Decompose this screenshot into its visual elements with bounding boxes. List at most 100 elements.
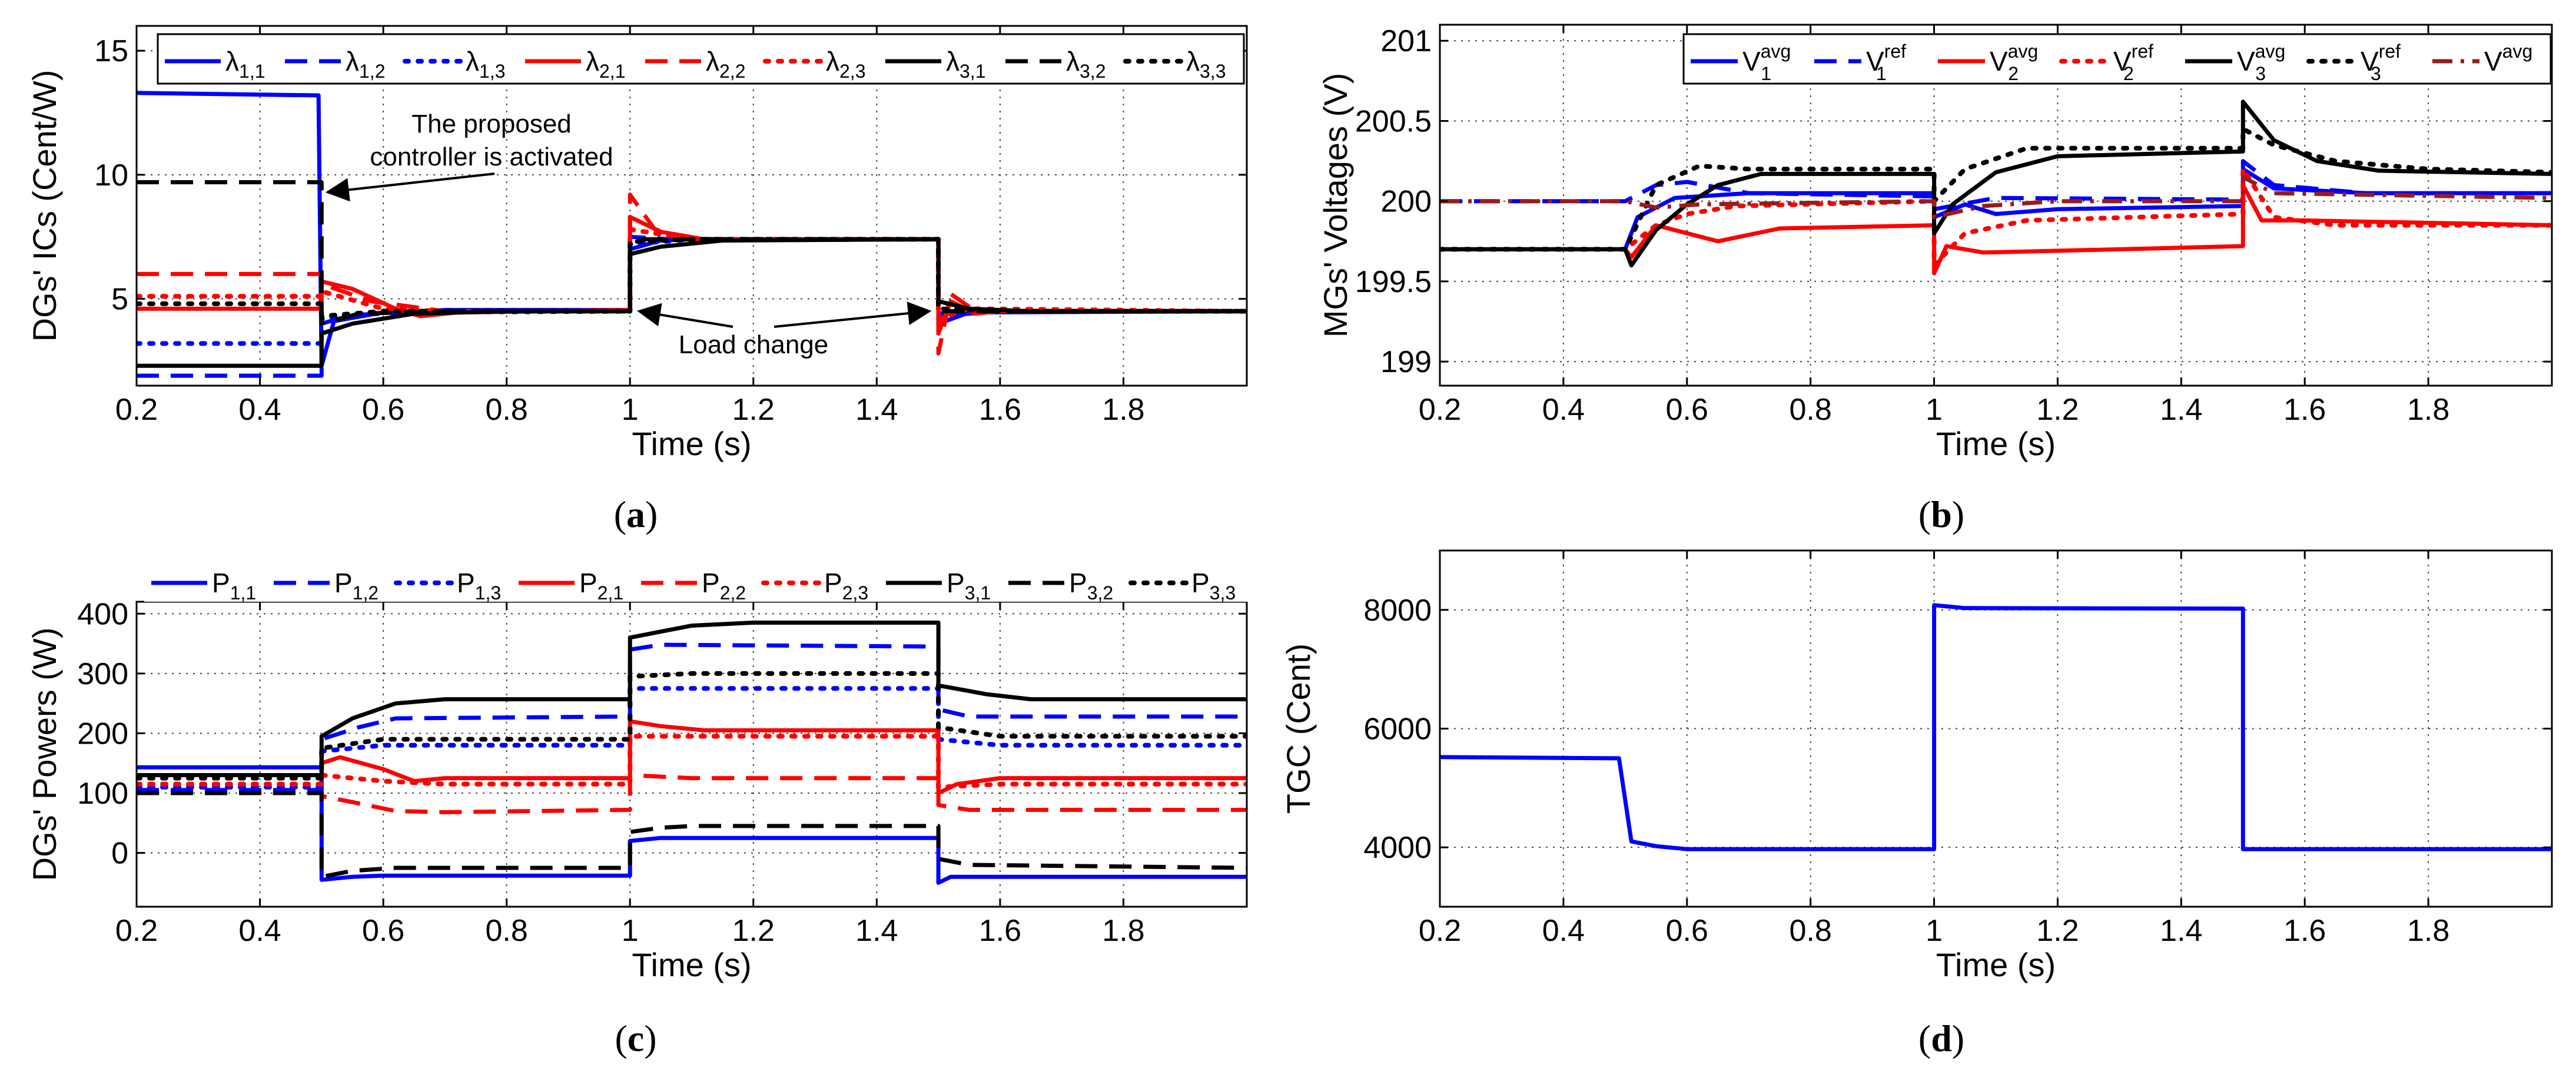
x-tick-label: 1.2 (2036, 393, 2079, 427)
legend-entry: Vavg 2 (1990, 41, 2038, 84)
y-tick-label: 400 (77, 597, 128, 631)
legend-entry: Vref 1 (1866, 41, 1906, 84)
x-tick-label: 1.2 (732, 393, 775, 427)
legend-entry: Vavg 3 (2237, 41, 2285, 84)
y-tick-label: 201 (1380, 24, 1432, 58)
x-tick-label: 1.6 (979, 914, 1021, 948)
y-axis-label: TGC (Cent) (1280, 644, 1317, 814)
x-tick-label: 1 (1926, 393, 1943, 427)
panel-label: (c) (615, 1017, 656, 1059)
x-tick-label: 1.4 (855, 393, 898, 427)
x-tick-label: 1.4 (855, 914, 898, 948)
series-line-v2avg (1440, 183, 2552, 276)
legend-entry: P1,1 (212, 568, 256, 603)
legend-entry: Vavg 1 (1742, 41, 1791, 84)
panel-label: (d) (1918, 1017, 1964, 1059)
x-tick-label: 1.4 (2160, 393, 2202, 427)
axes-frame (1439, 24, 2553, 387)
x-tick-label: 1.4 (2160, 914, 2202, 948)
x-tick-label: 1 (1926, 914, 1943, 948)
legend-entry: P3,2 (1069, 568, 1113, 603)
x-tick-label: 0.8 (486, 393, 528, 427)
x-tick-label: 0.2 (115, 914, 158, 948)
y-tick-label: 200 (1380, 185, 1432, 219)
x-tick-label: 0.4 (1542, 393, 1585, 427)
x-tick-label: 0.8 (1790, 914, 1832, 948)
series-line-p31 (137, 621, 1247, 777)
y-tick-label: 100 (77, 777, 128, 811)
x-tick-label: 1.8 (1102, 914, 1144, 948)
annotation-controller-activated: The proposed controller is activated (370, 110, 613, 171)
series-line-v2ref (1440, 167, 2552, 268)
y-tick-label: 4000 (1363, 831, 1432, 865)
series-line-v3ref (1440, 127, 2552, 252)
x-tick-label: 1 (622, 914, 639, 948)
legend-entry: Vref 3 (2361, 41, 2401, 84)
arrow-controller (325, 173, 495, 202)
y-axis-label: DGs' ICs (Cent/W) (26, 70, 63, 342)
x-tick-label: 0.4 (238, 393, 281, 427)
legend-box (157, 33, 1245, 85)
panel-c: 0.2 0.4 0.6 0.8 1 1.2 1.4 1.6 1.8 0 100 200 300 400 Ti… (26, 559, 1251, 1059)
arrow-load-change-1 (636, 303, 733, 328)
panel-label: (b) (1918, 493, 1964, 535)
x-tick-label: 1.6 (979, 393, 1021, 427)
legend-entry: λ1,2 (346, 46, 385, 82)
legend-entry: P1,3 (457, 568, 501, 603)
y-tick-label: 10 (94, 158, 128, 193)
legend: P1,1 P1,2 P1,3 P2,1 P2,2 P2,3 P3,1 P3,2 P3,3 (144, 559, 1251, 603)
series-group (1440, 100, 2552, 276)
legend-entry: λ1,1 (225, 46, 265, 82)
x-tick-label: 1.2 (2036, 914, 2079, 948)
x-axis-label: Time (s) (1936, 425, 2056, 462)
series-line-vavg (1440, 175, 2552, 220)
series-line-v1avg (1440, 167, 2552, 251)
x-tick-label: 0.2 (115, 393, 158, 427)
y-tick-label: 199.5 (1355, 265, 1432, 299)
arrow-load-change-2 (774, 301, 932, 328)
x-tick-label: 0.2 (1419, 914, 1461, 948)
plot-area (137, 602, 1247, 907)
series-group (137, 621, 1247, 885)
x-tick-label: 1.6 (2283, 393, 2326, 427)
legend: λ1,1 λ1,2 λ1,3 λ2,1 λ2,2 λ2,3 λ3,1 λ3,2 λ3,3 (157, 33, 1245, 85)
x-axis-label: Time (s) (632, 946, 751, 983)
x-tick-label: 0.6 (1666, 914, 1708, 948)
series-line-tgc (1440, 603, 2552, 851)
legend-entry: P1,2 (334, 568, 379, 603)
x-tick-label: 0.8 (486, 914, 528, 948)
x-tick-label: 0.4 (238, 914, 281, 948)
x-tick-label: 1.2 (732, 914, 775, 948)
y-tick-label: 5 (111, 283, 128, 317)
y-tick-label: 200 (77, 717, 128, 751)
y-tick-label: 199 (1380, 345, 1432, 379)
x-tick-label: 0.6 (362, 393, 404, 427)
legend-entry: P3,1 (947, 568, 991, 603)
legend-entry: λ3,3 (1186, 46, 1226, 82)
panel-d: 0.2 0.4 0.6 0.8 1 1.2 1.4 1.6 1.8 4000 6000 8000 Tim… (1280, 549, 2553, 1059)
x-tick-label: 1.8 (2407, 914, 2449, 948)
series-line-v3avg (1440, 100, 2552, 268)
axes-frame (135, 25, 1248, 387)
x-tick-label: 1 (622, 393, 639, 427)
y-axis-label: MGs' Voltages (V) (1317, 73, 1354, 338)
y-tick-label: 300 (77, 657, 128, 691)
series-group (137, 91, 1247, 378)
legend-entry: λ2,3 (826, 46, 865, 82)
x-axis-label: Time (s) (632, 425, 751, 462)
legend-entry: λ1,3 (466, 46, 505, 82)
series-line-33 (137, 237, 1247, 319)
legend-entry: λ2,1 (586, 46, 625, 82)
x-tick-label: 1.6 (2283, 914, 2326, 948)
x-tick-label: 0.8 (1790, 393, 1832, 427)
legend-entry: P3,3 (1191, 568, 1236, 603)
y-tick-label: 200.5 (1355, 104, 1432, 138)
x-tick-label: 0.4 (1542, 914, 1585, 948)
legend-entry: λ3,1 (946, 46, 985, 82)
x-tick-label: 0.6 (1666, 393, 1708, 427)
legend-entry: P2,3 (824, 568, 868, 603)
annotations: The proposed controller is activated Load … (325, 110, 932, 359)
annotation-load-change: Load change (679, 330, 828, 359)
panel-a: 0.2 0.4 0.6 0.8 1 1.2 1.4 1.6 1.8 5 10 15 Time (s) DG… (26, 25, 1248, 535)
